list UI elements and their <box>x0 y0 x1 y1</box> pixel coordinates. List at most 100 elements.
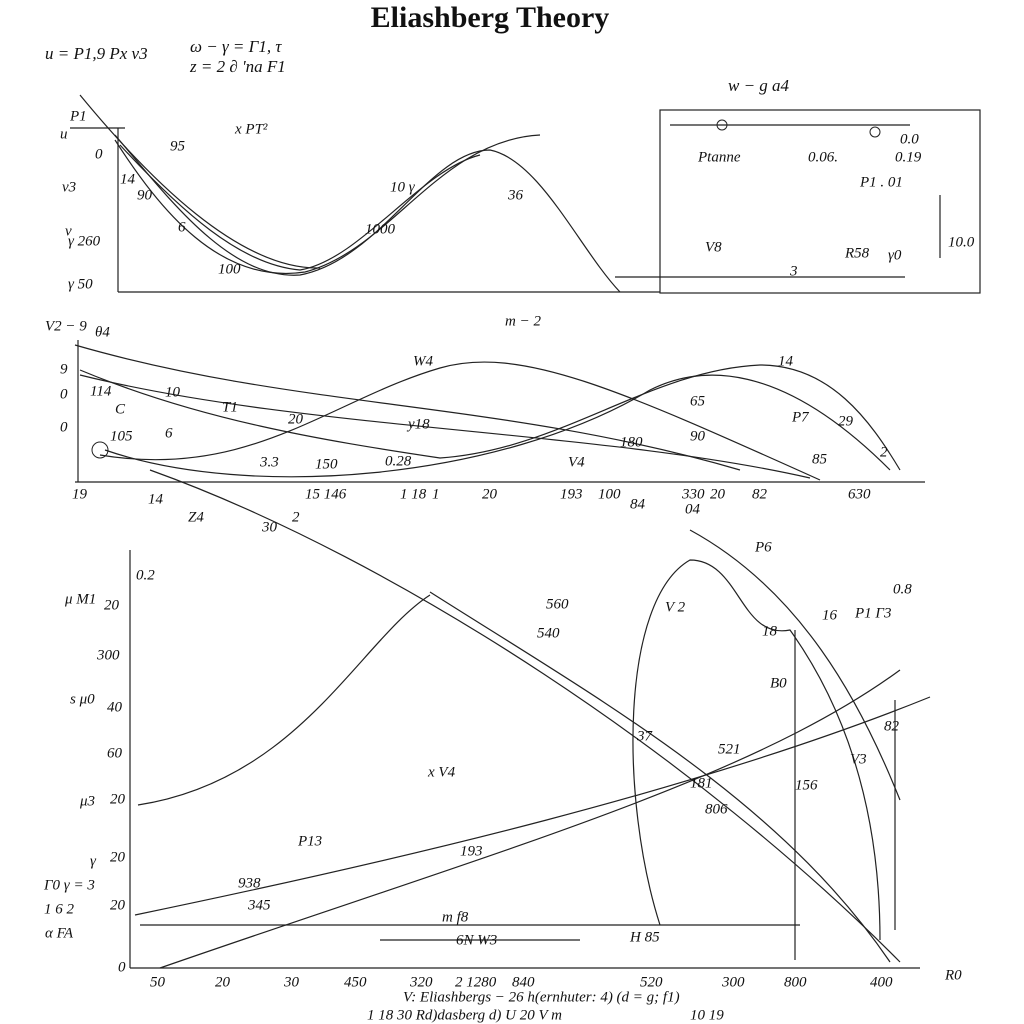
panel-1-label: γ 260 <box>68 233 101 249</box>
panel-2-label: y18 <box>406 416 430 432</box>
panel-2-x-tick: 1 18 <box>400 486 427 502</box>
panel-3-x-tick: 800 <box>784 974 807 990</box>
panel-3-label: 1 6 2 <box>44 901 75 917</box>
panel-3-label: μ3 <box>79 793 95 809</box>
panel-3-label: 37 <box>636 728 654 744</box>
panel-3-label: P13 <box>297 833 322 849</box>
panel-2-x-tick: 14 <box>148 491 164 507</box>
inset-label: V8 <box>705 239 722 255</box>
panel-3-y-tick: 60 <box>107 745 123 761</box>
panel-3-y-tick: 40 <box>107 699 123 715</box>
panel-2-label: 0.28 <box>385 453 412 469</box>
panel-3-label: B0 <box>770 675 787 691</box>
panel-2-x-tick: 100 <box>598 486 621 502</box>
panel-3-x-tick: 520 <box>640 974 663 990</box>
panel-3-label: 156 <box>795 777 818 793</box>
panel-1-label: 1000 <box>365 221 396 237</box>
panel-2-label: 6 <box>165 425 173 441</box>
panel-2-label: 180 <box>620 434 643 450</box>
panel-3-label: V 2 <box>665 599 686 615</box>
title: Eliashberg Theory <box>371 1 610 34</box>
panel-2-label: 3.3 <box>259 454 279 470</box>
panel-3-x-tick: 450 <box>344 974 367 990</box>
panel-2-label: 0 <box>60 386 68 402</box>
panel-1-label: v <box>65 223 72 239</box>
panel-1-label: 14 <box>120 171 136 187</box>
panel-2-x-tick: 20 <box>710 486 726 502</box>
inset-label: 0.06. <box>808 149 838 165</box>
panel-2-x-tick: 2 <box>292 509 300 525</box>
panel-3-label: 0.8 <box>893 581 912 597</box>
panel-3-y-tick: 20 <box>110 849 126 865</box>
panel-3-label: 16 <box>822 607 838 623</box>
panel-3-label: 521 <box>718 741 741 757</box>
panel-2-x-tick: 19 <box>72 486 88 502</box>
panel-1-drawing <box>70 94 660 293</box>
panel-1-label: P1 <box>69 108 87 124</box>
panel-3-label: P1 Γ3 <box>854 605 891 621</box>
panel-2-x-tick: 630 <box>848 486 871 502</box>
panel-3-x-tick: 30 <box>283 974 300 990</box>
panel-3-label: 560 <box>546 596 569 612</box>
panel-1-label: x PT² <box>234 121 268 137</box>
panel-3-label: m f8 <box>442 909 469 925</box>
panel-2-label: 114 <box>90 383 112 399</box>
footer-text: V: Eliashbergs − 26 h(ernhuter: 4) (d = … <box>403 989 680 1005</box>
panel-3-x-tick: 2 1280 <box>455 974 497 990</box>
panel-3-x-tick: 400 <box>870 974 893 990</box>
panel-2-label: 14 <box>778 353 794 369</box>
panel-2-label: 2 <box>880 444 888 460</box>
footer-text: 10 19 <box>690 1007 724 1023</box>
inset-label: γ0 <box>888 247 902 263</box>
panel-2-label: 29 <box>838 413 854 429</box>
panel-1-label: 0 <box>95 146 103 162</box>
panel-3-label: s μ0 <box>70 691 95 707</box>
header-formula: w − g a4 <box>728 76 790 95</box>
panel-2-label: 90 <box>690 428 706 444</box>
panel-2-x-tick: 193 <box>560 486 583 502</box>
panel-2-label: 20 <box>288 411 304 427</box>
panel-1-label: u <box>60 126 68 142</box>
panel-3-label: 181 <box>690 775 713 791</box>
panel-3-x-tick: 20 <box>215 974 231 990</box>
panel-2-label: θ4 <box>95 324 110 340</box>
panel-3-drawing <box>129 469 931 969</box>
inset-label: R58 <box>844 245 870 261</box>
panel-3-label: 540 <box>537 625 560 641</box>
panel-1-label: 90 <box>137 187 153 203</box>
panel-2-label: 9 <box>60 361 68 377</box>
header-formula: z = 2 ∂ 'na F1 <box>189 57 286 76</box>
panel-3-label: Γ0 γ = 3 <box>43 877 95 893</box>
panel-3-label: γ <box>90 853 97 869</box>
panel-2-label: 85 <box>812 451 828 467</box>
panel-1-label: 100 <box>218 261 241 277</box>
inset-label: 0.19 <box>895 149 922 165</box>
panel-2-drawing <box>74 340 925 483</box>
panel-2-label: V4 <box>568 454 585 470</box>
panel-3-label: 82 <box>884 718 900 734</box>
panel-2-x-tick: 20 <box>482 486 498 502</box>
panel-3-label: x V4 <box>427 764 456 780</box>
panel-2-x-tick: 82 <box>752 486 768 502</box>
panel-2-x-tick: Z4 <box>188 509 204 525</box>
panel-2-label: P7 <box>791 409 810 425</box>
panel-2-x-tick: 1 <box>432 486 440 502</box>
panel-2-label: T1 <box>222 399 238 415</box>
panel-3-label: α FA <box>45 925 74 941</box>
panel-3-label: 806 <box>705 801 728 817</box>
panel-2-x-tick: 04 <box>685 501 701 517</box>
inset-label: P1 . 01 <box>859 174 903 190</box>
inset-label: 0.0 <box>900 131 919 147</box>
panel-3-x-tick: 840 <box>512 974 535 990</box>
panel-2-label: V2 − 9 <box>45 318 87 334</box>
header-formula: u = P1,9 Px v3 <box>45 44 148 63</box>
panel-1-label: 95 <box>170 138 186 154</box>
panel-3-y-tick: 300 <box>96 647 120 663</box>
panel-3-x-tick: 300 <box>721 974 745 990</box>
panel-3-label: 18 <box>762 623 778 639</box>
panel-3-label: P6 <box>754 539 772 555</box>
panel-3-y-tick: 20 <box>110 897 126 913</box>
inset-drawing <box>615 119 941 278</box>
panel-2-label: 0 <box>60 419 68 435</box>
